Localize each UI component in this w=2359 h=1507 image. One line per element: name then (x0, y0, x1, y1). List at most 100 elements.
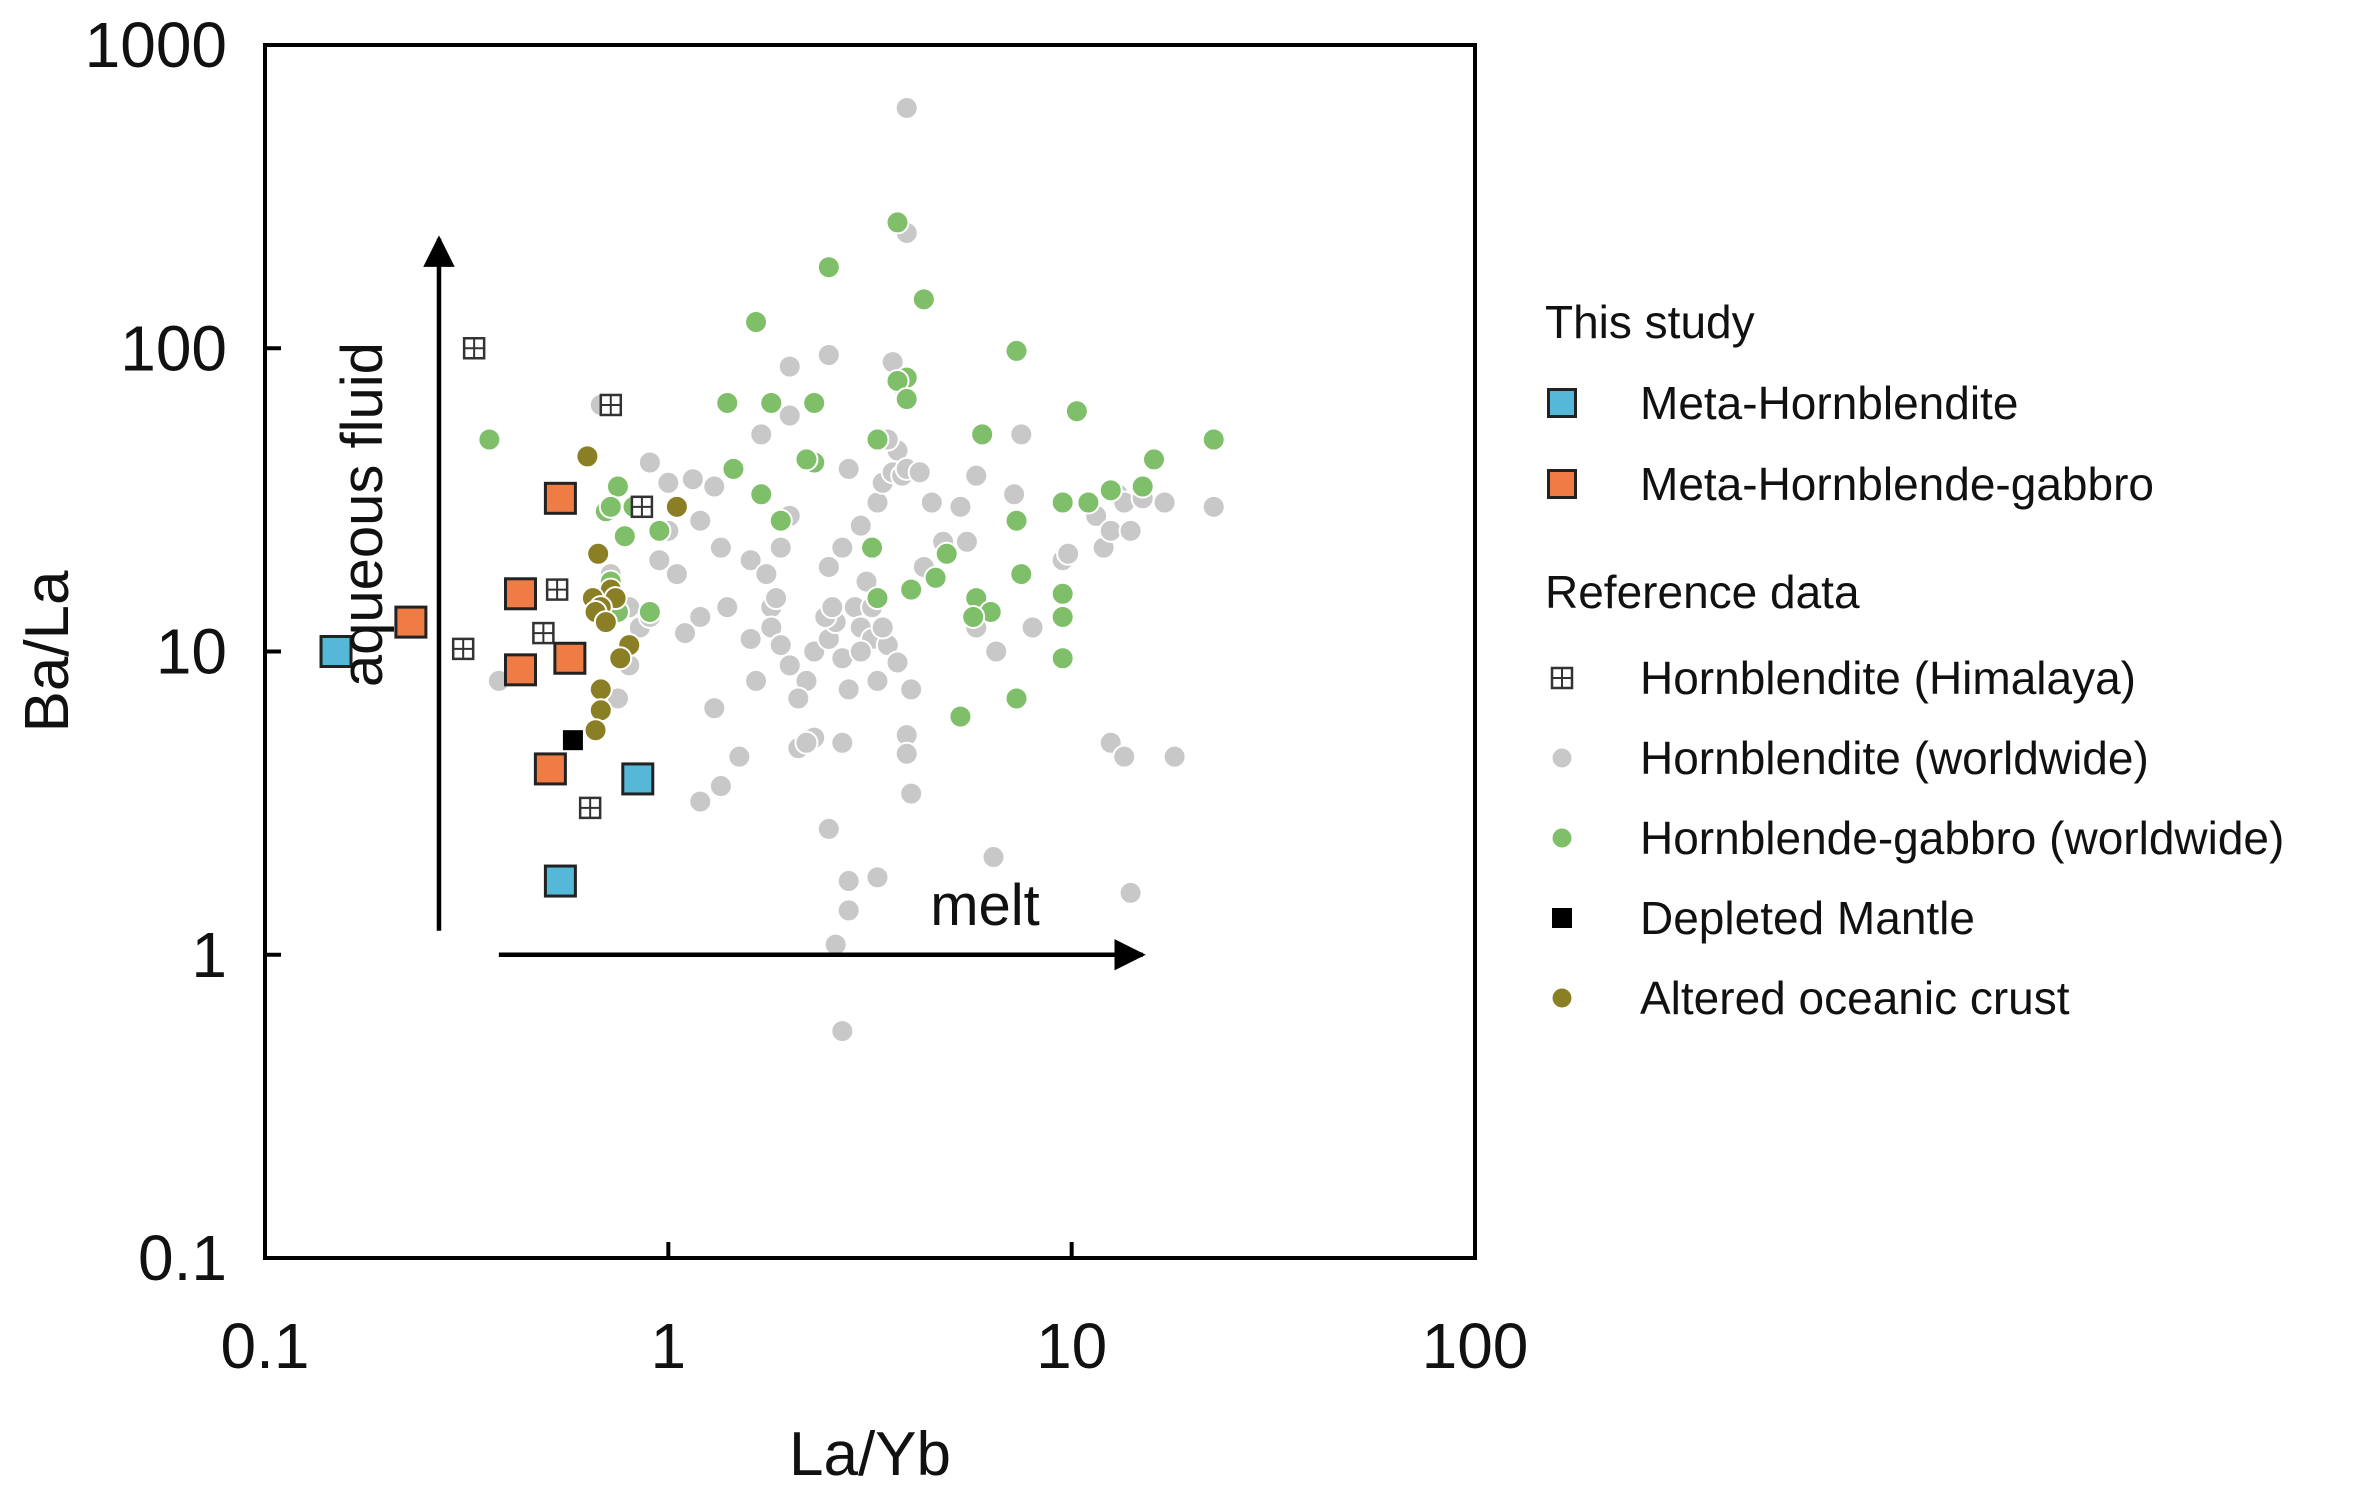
y-tick-label: 10 (156, 616, 227, 688)
point-hornblende_gabbro_worldwide (794, 447, 819, 472)
legend-label-hornblendite_himalaya: Hornblendite (Himalaya) (1640, 652, 2136, 704)
point-hornblendite_worldwide (777, 403, 802, 428)
point-hornblende_gabbro_worldwide (749, 482, 774, 507)
point-depleted_mantle (562, 730, 583, 751)
point-hornblendite_worldwide (848, 513, 873, 538)
point-meta_hornblende_gabbro (503, 653, 537, 687)
point-hornblendite_worldwide (836, 869, 861, 894)
point-altered_oceanic_crust (575, 444, 600, 469)
point-hornblendite_worldwide (754, 562, 779, 587)
point-hornblendite_worldwide (948, 494, 973, 519)
point-hornblende_gabbro_worldwide (477, 427, 502, 452)
point-hornblende_gabbro_worldwide (605, 474, 630, 499)
series-hornblendite_himalaya (451, 337, 654, 820)
point-hornblendite_worldwide (865, 865, 890, 890)
annotations: aqueous fluid melt (330, 235, 1146, 971)
legend-symbol-depleted_mantle (1552, 908, 1572, 928)
point-hornblende_gabbro_worldwide (885, 210, 910, 235)
y-tick-label: 1 (191, 919, 227, 991)
point-hornblende_gabbro_worldwide (1050, 646, 1075, 671)
point-hornblende_gabbro_worldwide (1004, 338, 1029, 363)
legend-symbol-hornblende_gabbro_worldwide (1550, 826, 1574, 850)
point-hornblende_gabbro_worldwide (934, 541, 959, 566)
point-hornblende_gabbro_worldwide (1076, 490, 1101, 515)
point-meta_hornblende_gabbro (533, 752, 567, 786)
point-hornblendite_himalaya (451, 637, 475, 661)
legend-group-title: This study (1545, 296, 1755, 348)
point-hornblendite_worldwide (836, 677, 861, 702)
point-hornblendite_worldwide (816, 816, 841, 841)
legend: This study Meta-Hornblendite Meta-Hornblen… (1545, 296, 2284, 1024)
point-meta_hornblendite (543, 864, 577, 898)
y-tick-label: 1000 (85, 9, 227, 81)
point-hornblende_gabbro_worldwide (1004, 508, 1029, 533)
point-hornblendite_himalaya (462, 337, 486, 360)
point-hornblendite_worldwide (981, 845, 1006, 870)
point-hornblendite_worldwide (899, 781, 924, 806)
series-depleted_mantle (562, 730, 583, 751)
point-hornblendite_worldwide (919, 490, 944, 515)
point-hornblende_gabbro_worldwide (1098, 478, 1123, 503)
point-hornblende_gabbro_worldwide (744, 310, 769, 335)
point-hornblendite_worldwide (673, 621, 698, 646)
point-meta_hornblende_gabbro (553, 641, 587, 675)
point-hornblendite_worldwide (738, 548, 763, 573)
point-hornblende_gabbro_worldwide (802, 390, 827, 415)
point-hornblendite_worldwide (854, 569, 879, 594)
point-hornblendite_worldwide (680, 467, 705, 492)
point-hornblendite_worldwide (830, 535, 855, 560)
point-hornblendite_worldwide (777, 354, 802, 379)
point-hornblendite_worldwide (865, 668, 890, 693)
point-altered_oceanic_crust (608, 646, 633, 671)
point-hornblende_gabbro_worldwide (1050, 581, 1075, 606)
point-hornblendite_worldwide (836, 456, 861, 481)
legend-symbol-hornblendite_himalaya (1550, 666, 1574, 690)
point-hornblendite_worldwide (708, 535, 733, 560)
point-hornblende_gabbro_worldwide (970, 422, 995, 447)
point-altered_oceanic_crust (588, 698, 613, 723)
point-hornblendite_worldwide (870, 615, 895, 640)
legend-symbol-meta_hornblende_gabbro (1547, 469, 1577, 499)
point-hornblendite_worldwide (738, 626, 763, 651)
series-altered_oceanic_crust (575, 444, 689, 743)
point-hornblendite_himalaya (630, 495, 654, 519)
y-axis-title: Ba/La (13, 570, 82, 733)
point-hornblende_gabbro_worldwide (923, 565, 948, 590)
legend-label-meta_hornblende_gabbro: Meta-Hornblende-gabbro (1640, 458, 2154, 510)
point-meta_hornblende_gabbro (503, 577, 537, 611)
point-hornblende_gabbro_worldwide (961, 604, 986, 629)
point-meta_hornblende_gabbro (543, 481, 577, 515)
series-hornblendite_worldwide (486, 95, 1226, 1044)
point-hornblende_gabbro_worldwide (1141, 447, 1166, 472)
x-axis-title: La/Yb (789, 1420, 951, 1489)
point-hornblendite_worldwide (1020, 615, 1045, 640)
point-hornblende_gabbro_worldwide (637, 599, 662, 624)
point-hornblendite_himalaya (578, 796, 602, 820)
legend-label-hornblende_gabbro_worldwide: Hornblende-gabbro (worldwide) (1640, 812, 2284, 864)
point-hornblende_gabbro_worldwide (721, 456, 746, 481)
point-hornblende_gabbro_worldwide (816, 255, 841, 280)
point-hornblende_gabbro_worldwide (768, 508, 793, 533)
point-hornblendite_worldwide (894, 95, 919, 120)
melt-label: melt (930, 873, 1040, 938)
legend-symbol-hornblendite_worldwide (1550, 746, 1574, 770)
point-hornblendite_worldwide (816, 343, 841, 368)
point-hornblendite_worldwide (708, 774, 733, 799)
y-tick-label: 0.1 (138, 1222, 227, 1294)
point-hornblendite_worldwide (715, 595, 740, 620)
point-hornblendite_worldwide (647, 548, 672, 573)
point-altered_oceanic_crust (588, 677, 613, 702)
point-hornblende_gabbro_worldwide (1201, 427, 1226, 452)
point-hornblende_gabbro_worldwide (948, 704, 973, 729)
aqueous-fluid-label: aqueous fluid (330, 342, 395, 687)
point-meta_hornblende_gabbro (394, 605, 428, 639)
point-hornblende_gabbro_worldwide (860, 535, 885, 560)
point-hornblendite_himalaya (532, 621, 555, 645)
point-meta_hornblendite (621, 762, 655, 796)
data-points (319, 95, 1226, 1044)
point-hornblendite_worldwide (637, 450, 662, 475)
point-hornblendite_worldwide (794, 730, 819, 755)
point-hornblendite_worldwide (1112, 744, 1137, 769)
point-hornblendite_worldwide (907, 460, 932, 485)
point-hornblendite_worldwide (688, 604, 713, 629)
